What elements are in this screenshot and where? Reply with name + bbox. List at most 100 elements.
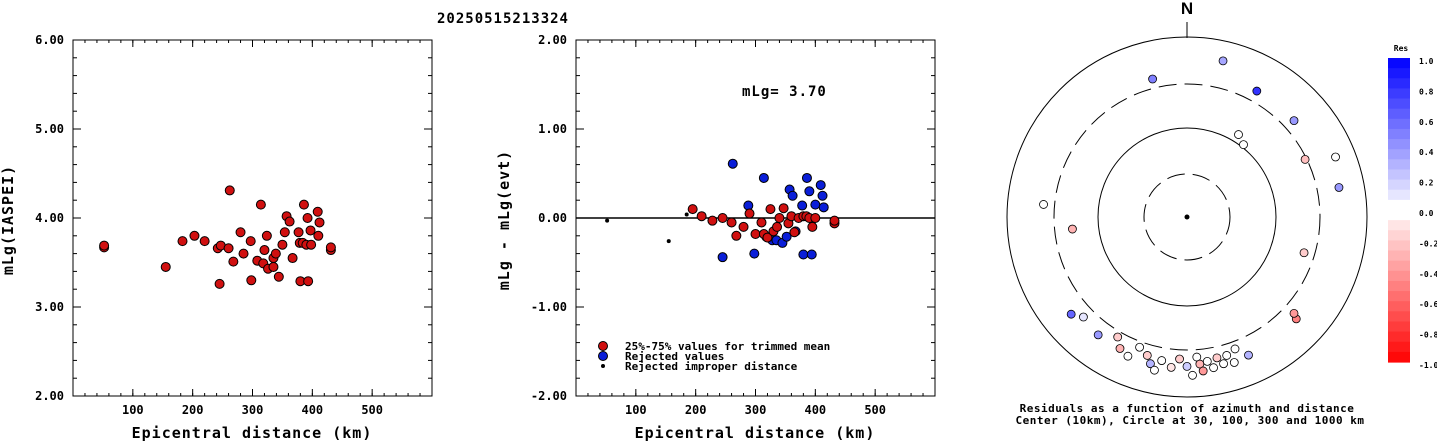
colorbar-tick-label: 0.4 [1419,148,1434,157]
colorbar-cell [1388,230,1410,241]
y-tick-label: 2.00 [35,389,64,403]
improper-distance-point [684,212,689,217]
station-residual-point [1113,332,1123,342]
y-tick-label: -1.00 [531,300,567,314]
station-residual-point [1142,351,1152,360]
x-axis-label: Epicentral distance (km) [132,424,373,441]
station-residual-point [1218,56,1228,66]
y-tick-label: 5.00 [35,122,64,136]
data-point [756,217,767,228]
data-point [772,221,783,232]
data-point [255,199,266,210]
data-point [744,208,755,219]
y-tick-label: 2.00 [538,33,567,47]
station-residual-point [1066,309,1076,319]
colorbar-tick-label: -1.0 [1419,361,1437,370]
data-point [298,199,309,210]
data-point [273,271,284,282]
colorbar-cell [1388,169,1410,181]
colorbar-cell [1388,250,1410,262]
station-residual-point [1234,130,1243,139]
azimuth-panel: N Residuals as a function of azimuth and… [1006,0,1368,427]
data-point [293,227,304,238]
colorbar-tick-label: -0.8 [1419,331,1437,340]
data-point [246,275,257,286]
north-label: N [1181,0,1193,18]
colorbar-cell [1388,331,1410,343]
residual-panel: 100 200 300 400 500 -2.00 -1.00 0.00 1.00 2.00 mL… [495,33,936,441]
y-tick-label: 1.00 [538,122,567,136]
improper-distance-point [666,239,671,244]
colorbar-tick-label: 0.8 [1419,87,1434,96]
data-point [789,227,800,238]
improper-distance-point [605,218,610,223]
colorbar-cell [1388,210,1410,221]
colorbar-cell [1388,341,1410,353]
station-residual-point [1039,200,1048,209]
station-residual-point [1198,366,1208,376]
station-residual-point [1229,358,1239,367]
colorbar-title: Res [1394,44,1409,53]
data-point [798,249,809,260]
data-point [238,248,249,259]
data-point [807,221,818,232]
station-residual-point [1182,361,1192,371]
caption-line-2: Center (10km), Circle at 30, 100, 300 an… [1015,414,1364,427]
legend-label-rejected: Rejected values [625,350,724,363]
data-point [731,230,742,241]
colorbar-tick-label: 1.0 [1419,57,1434,66]
data-point [762,232,773,243]
x-tick-label: 400 [301,403,323,417]
station-residual-point [1334,183,1344,192]
station-residual-point [1175,354,1184,364]
colorbar-cell [1388,291,1410,302]
colorbar-cell [1388,159,1410,171]
data-point [787,190,798,201]
station-residual-point [1244,350,1253,360]
station-residual-point [1123,351,1133,361]
ring-300km [1053,83,1321,351]
data-point [160,261,171,272]
colorbar-cell [1388,260,1410,272]
y-tick-label: 3.00 [35,300,64,314]
data-point [177,236,188,247]
colorbar-cell [1388,311,1410,323]
data-point [228,256,239,267]
caption-line-1: Residuals as a function of azimuth and d… [1020,402,1355,415]
y-axis-label: mLg(IASPEI) [0,165,17,275]
colorbar-tick-label: -0.4 [1419,270,1437,279]
x-tick-label: 500 [361,403,383,417]
ring-30km [1143,173,1231,261]
colorbar-cell [1388,108,1410,120]
legend-label-improper: Rejected improper distance [625,360,798,373]
data-point [245,236,256,247]
station-residual-point [1222,351,1232,360]
station-residual-point [1299,248,1309,258]
station-residual-point [1157,356,1167,365]
data-point [303,276,314,287]
data-point [738,221,749,232]
data-point [287,253,298,264]
x-axis-label: Epicentral distance (km) [635,424,876,441]
station-residual-point [1148,74,1157,84]
station-residual-point [1202,356,1212,366]
data-point [313,230,324,241]
colorbar-cell [1388,139,1410,150]
data-point [284,216,295,227]
data-point [259,245,270,256]
colorbar-cell [1388,351,1410,363]
data-point [696,211,707,222]
legend-marker-improper [601,364,605,368]
data-point [726,217,737,228]
x-tick-label: 200 [182,403,204,417]
legend-marker-trimmed [598,341,608,351]
station-residual-point [1093,330,1103,340]
data-point [717,252,728,263]
colorbar-cell [1388,88,1410,100]
station-residual-point [1289,308,1299,318]
data-point [797,200,808,211]
data-point [707,215,718,226]
colorbar-tick-label: 0.0 [1419,209,1434,218]
station-residual-point [1212,353,1222,363]
